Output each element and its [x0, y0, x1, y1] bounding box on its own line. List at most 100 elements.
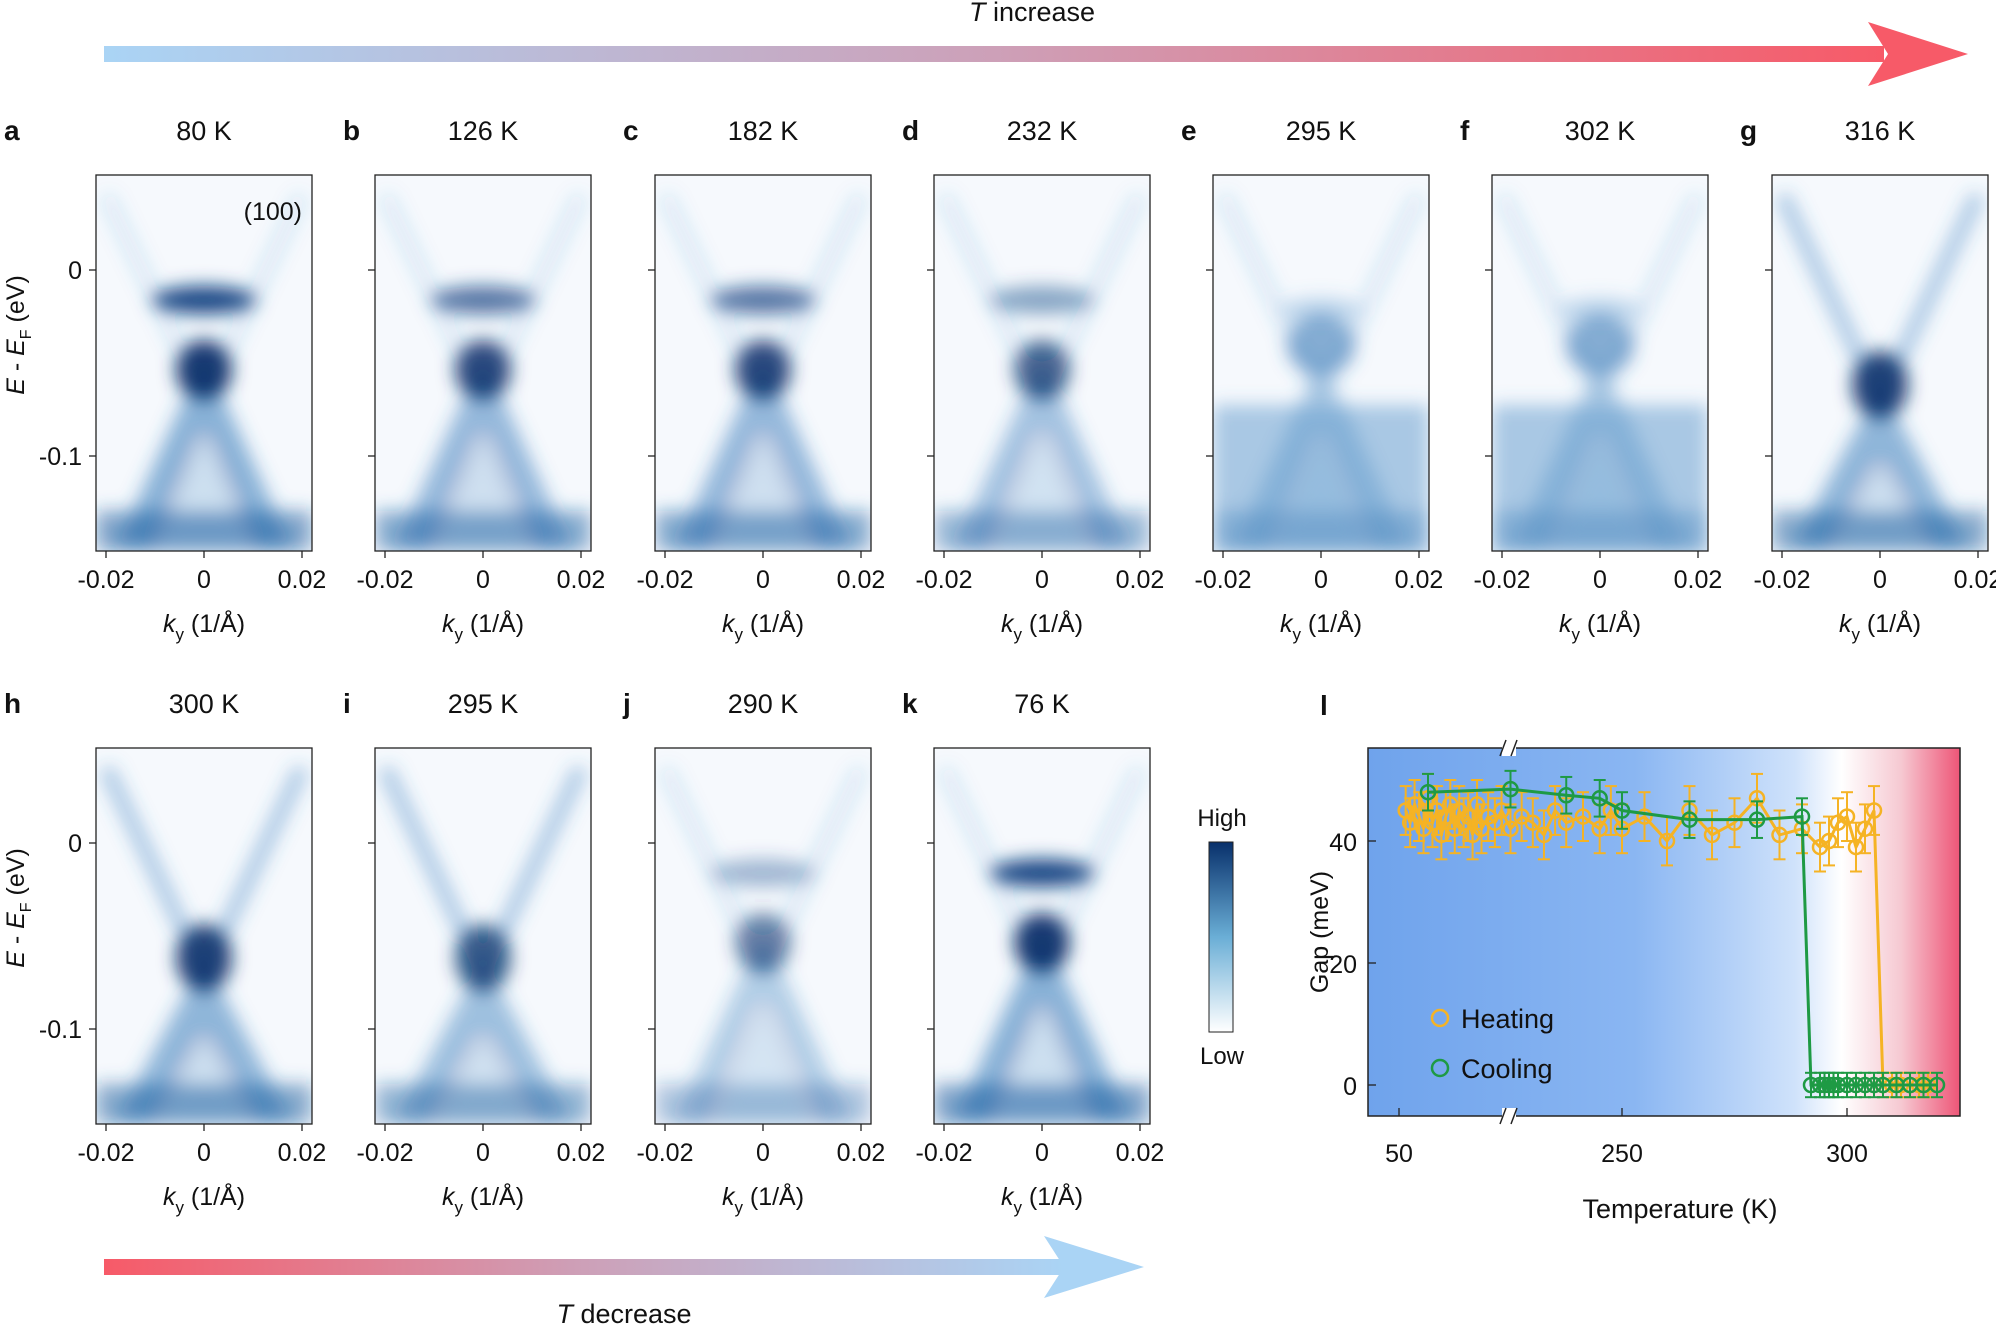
x-tick-label: 0	[197, 566, 211, 594]
chart-frame	[1367, 747, 1961, 1117]
panel-letter: f	[1460, 115, 1470, 146]
legend-heating-marker	[1430, 1008, 1450, 1028]
spectral-intensity	[934, 748, 1150, 1124]
y-tick-label: 0	[1343, 1073, 1357, 1101]
x-tick-label: 0.02	[1116, 566, 1165, 594]
data-point	[1820, 832, 1838, 850]
x-tick-label: -0.02	[78, 1139, 135, 1167]
arpes-panel-a: -0.02 0 0.02 ky (1/Å) 80 K a (100)	[4, 115, 326, 644]
x-axis-label: ky (1/Å)	[163, 1181, 245, 1217]
x-tick-label: -0.02	[357, 566, 414, 594]
data-point	[1558, 787, 1575, 804]
arrow-top-label: T increase	[969, 0, 1095, 27]
legend: Heating Cooling	[1430, 1004, 1554, 1084]
x-axis-label: ky (1/Å)	[722, 1181, 804, 1217]
energy-axis: 0 -0.1 E - EF (eV)	[2, 830, 82, 1044]
panel-letter: d	[902, 115, 919, 146]
x-tick-label: 0.02	[837, 1139, 886, 1167]
x-tick-label: 0.02	[1395, 566, 1444, 594]
spectral-intensity	[375, 175, 591, 551]
x-axis-label: ky (1/Å)	[442, 1181, 524, 1217]
data-point	[1793, 808, 1811, 825]
x-tick-label: 0.02	[1954, 566, 1996, 594]
x-tick-label: 0	[1035, 1139, 1049, 1167]
data-point	[1703, 826, 1721, 844]
panel-letter: j	[622, 688, 631, 719]
arpes-panel-h: -0.02 0 0.02 ky (1/Å) 300 K h	[4, 688, 326, 1217]
x-tick-label: -0.02	[1754, 566, 1811, 594]
x-tick-label: -0.02	[637, 1139, 694, 1167]
x-tick-label: 0.02	[1674, 566, 1723, 594]
data-point	[1546, 802, 1564, 819]
panel-temperature: 76 K	[1014, 689, 1070, 719]
y-tick-label: 0	[68, 257, 82, 285]
series-cooling	[1419, 769, 1946, 1099]
x-tick-label: 0.02	[557, 566, 606, 594]
arpes-panel-k: -0.02 0 0.02 ky (1/Å) 76 K k	[902, 688, 1164, 1217]
x-axis-label: ky (1/Å)	[1001, 1181, 1083, 1217]
data-point	[1847, 1076, 1865, 1094]
data-point	[1524, 814, 1542, 831]
arpes-panel-b: -0.02 0 0.02 ky (1/Å) 126 K b	[343, 115, 605, 644]
data-point	[1856, 1076, 1874, 1094]
data-point	[1748, 811, 1766, 828]
x-tick-label: 0	[756, 1139, 770, 1167]
x-tick-label: 300	[1826, 1140, 1868, 1168]
series-line	[1404, 795, 1928, 1087]
data-point	[1865, 1076, 1883, 1094]
panel-letter: g	[1740, 115, 1757, 146]
arpes-maps: -0.02 0 0.02 ky (1/Å) 80 K a (100) 0 -0.1 E - EF …	[2, 115, 1996, 1217]
spectral-intensity	[1213, 175, 1429, 551]
x-tick-label: 0	[197, 1139, 211, 1167]
x-tick-label: 0	[1035, 566, 1049, 594]
energy-axis: 0 -0.1 E - EF (eV)	[2, 257, 82, 471]
gap-chart: l 50 250 300 0 20 40 Temperature (K) Gap…	[1306, 690, 1961, 1224]
x-tick-label: 0.02	[278, 1139, 327, 1167]
data-point	[1811, 1076, 1829, 1094]
data-point	[1838, 808, 1856, 825]
x-tick-label: 0	[1314, 566, 1328, 594]
data-point	[1726, 814, 1743, 831]
x-axis-label: ky (1/Å)	[1839, 608, 1921, 644]
panel-temperature: 232 K	[1007, 116, 1078, 146]
arpes-panel-f: -0.02 0 0.02 ky (1/Å) 302 K f	[1460, 115, 1722, 644]
arpes-panel-i: -0.02 0 0.02 ky (1/Å) 295 K i	[343, 688, 605, 1217]
spectral-intensity	[1492, 175, 1708, 551]
colorbar-low-label: Low	[1200, 1043, 1245, 1070]
temperature-decrease-arrow: T decrease	[104, 1236, 1144, 1325]
data-point	[1820, 1076, 1838, 1094]
data-point	[1856, 820, 1874, 838]
data-point	[1658, 832, 1676, 850]
data-point	[1502, 780, 1519, 798]
x-tick-label: -0.02	[1474, 566, 1531, 594]
x-tick-label: 0	[476, 566, 490, 594]
data-point	[1558, 814, 1575, 831]
y-tick-label: 0	[68, 830, 82, 858]
x-axis-label: ky (1/Å)	[163, 608, 245, 644]
y-tick-label: -0.1	[39, 443, 82, 471]
data-point	[1636, 808, 1653, 825]
spectral-intensity	[375, 748, 591, 1124]
axis-break	[1499, 739, 1518, 1125]
panel-letter-l: l	[1320, 690, 1328, 721]
panel-letter: b	[343, 115, 360, 146]
x-tick-label: 0	[756, 566, 770, 594]
arpes-panel-j: -0.02 0 0.02 ky (1/Å) 290 K j	[622, 688, 885, 1217]
x-tick-label: 50	[1385, 1140, 1413, 1168]
legend-cooling-label: Cooling	[1461, 1054, 1553, 1084]
arrow-bottom-label: T decrease	[556, 1299, 691, 1325]
x-tick-label: 0	[476, 1139, 490, 1167]
panel-annotation: (100)	[244, 198, 302, 226]
data-point	[1591, 790, 1608, 807]
x-tick-label: -0.02	[637, 566, 694, 594]
spectral-intensity	[96, 748, 312, 1124]
panel-letter: i	[343, 688, 351, 719]
panel-temperature: 290 K	[728, 689, 799, 719]
x-axis-label: ky (1/Å)	[1001, 608, 1083, 644]
x-tick-label: 0.02	[557, 1139, 606, 1167]
panel-temperature: 316 K	[1845, 116, 1916, 146]
data-point	[1865, 802, 1883, 819]
panel-temperature: 126 K	[448, 116, 519, 146]
x-axis-label: ky (1/Å)	[1280, 608, 1362, 644]
